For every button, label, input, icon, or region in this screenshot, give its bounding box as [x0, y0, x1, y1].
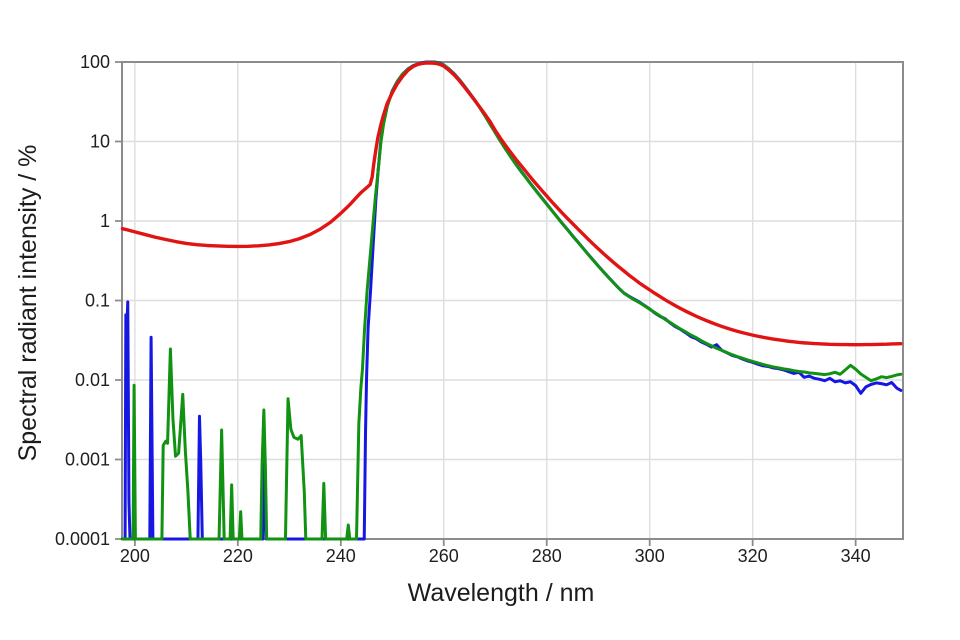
tick-layer	[115, 61, 857, 546]
y-tick-label: 0.001	[65, 450, 110, 470]
y-tick-label: 0.1	[85, 291, 110, 311]
x-tick-label: 240	[326, 546, 356, 566]
x-axis-title: Wavelength / nm	[408, 579, 595, 607]
x-tick-label: 340	[841, 546, 871, 566]
y-tick-label: 100	[80, 52, 110, 72]
x-tick-label: 220	[223, 546, 253, 566]
y-tick-label: 1	[100, 211, 110, 231]
grid-layer	[122, 62, 903, 539]
x-tick-label: 300	[635, 546, 665, 566]
x-tick-label: 260	[429, 546, 459, 566]
y-axis-title: Spectral radiant intensity / %	[14, 145, 42, 462]
x-tick-label: 200	[120, 546, 150, 566]
y-tick-label: 10	[90, 132, 110, 152]
series-layer	[120, 60, 903, 541]
red-curve	[120, 61, 903, 347]
y-tick-label: 0.0001	[55, 529, 110, 549]
y-tick-label: 0.01	[75, 370, 110, 390]
tick-label-layer: 200 220 240 260 280 300 320 340 100 10 1 0.1 0.01 0.0…	[55, 52, 871, 566]
x-tick-label: 280	[532, 546, 562, 566]
x-tick-label: 320	[738, 546, 768, 566]
